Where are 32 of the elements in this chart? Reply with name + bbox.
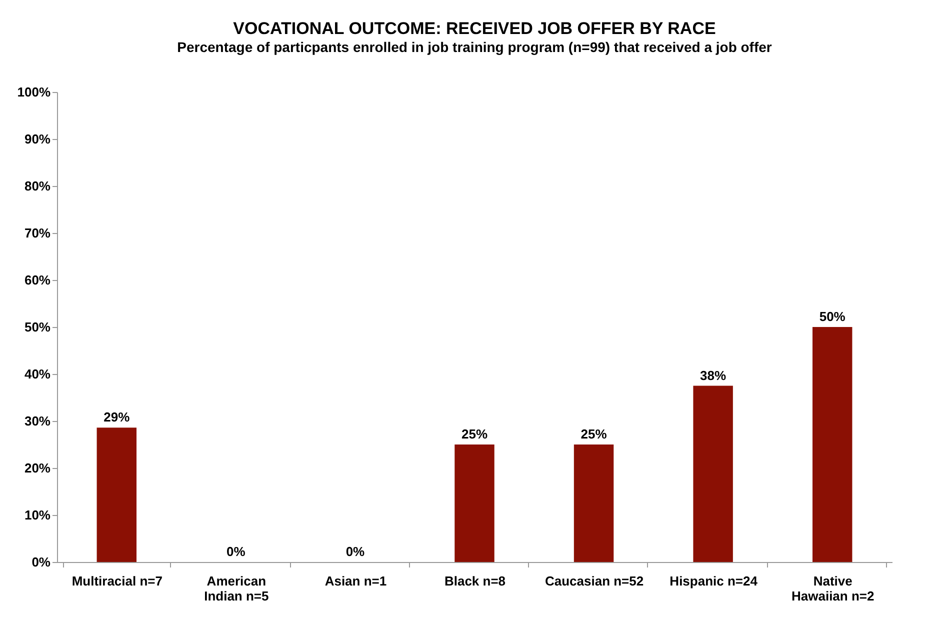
y-tick-label: 0% — [32, 554, 51, 570]
bar — [812, 327, 852, 562]
y-tick-label: 30% — [24, 414, 51, 428]
bar — [574, 444, 614, 562]
x-tick-label: Black n=8 — [444, 574, 506, 588]
y-tick-label: 20% — [24, 460, 51, 476]
y-tick-label: 80% — [24, 178, 51, 194]
data-label: 25% — [461, 426, 488, 442]
bar — [454, 444, 494, 562]
y-tick-label: 100% — [17, 84, 51, 100]
bar — [96, 428, 137, 562]
data-label: 29% — [104, 410, 130, 425]
y-tick-label: 70% — [24, 226, 51, 240]
y-tick-label: 50% — [24, 320, 51, 334]
x-tick-label: American Indian n=5 — [204, 574, 269, 604]
chart-subtitle: Percentage of particpants enrolled in job training program (n=99) that received a job offer — [177, 39, 772, 55]
y-tick-label: 60% — [24, 272, 51, 288]
data-label: 25% — [580, 426, 608, 442]
data-label: 38% — [700, 368, 727, 383]
x-tick-label: Native Hawaiian n=2 — [791, 574, 874, 604]
x-tick-label: Caucasian n=52 — [544, 574, 644, 588]
chart-title: VOCATIONAL OUTCOME: RECEIVED JOB OFFER BY RACE — [233, 19, 716, 38]
y-tick-label: 10% — [24, 508, 51, 522]
x-tick-label: Hispanic n=24 — [670, 574, 758, 588]
x-tick-label: Asian n=1 — [324, 574, 387, 588]
data-label: 0% — [226, 544, 246, 559]
bar — [693, 386, 733, 562]
y-tick-label: 40% — [24, 366, 51, 382]
data-label: 0% — [346, 544, 366, 559]
data-label: 50% — [819, 309, 846, 324]
x-tick-label: Multiracial n=7 — [72, 574, 162, 588]
y-tick-label: 90% — [24, 132, 51, 146]
